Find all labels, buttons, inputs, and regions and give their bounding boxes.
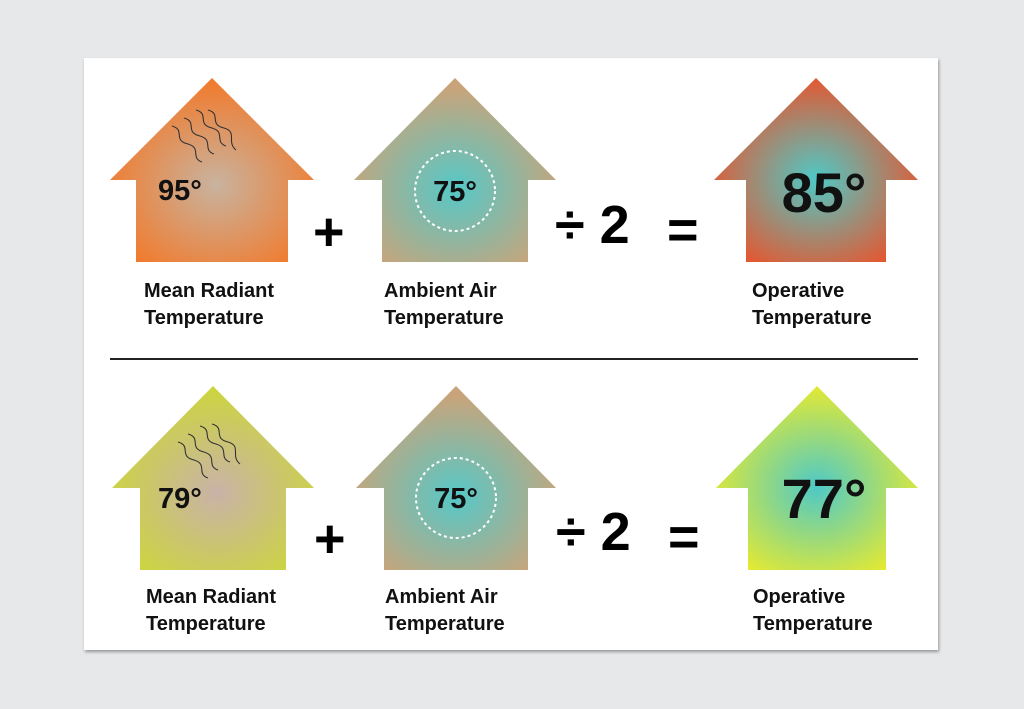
label-line: Temperature <box>752 307 872 329</box>
operative-house: 77° <box>716 386 918 570</box>
mean-radiant-label: Mean Radiant Temperature <box>146 584 276 638</box>
mean-radiant-value: 79° <box>158 483 202 515</box>
air-circle-icon <box>415 457 497 539</box>
equals-operator: = <box>667 200 699 260</box>
heat-wave-icon <box>171 109 237 163</box>
equals-operator: = <box>668 507 700 567</box>
plus-operator: + <box>314 509 346 569</box>
label-line: Ambient Air <box>384 280 497 302</box>
operative-label: Operative Temperature <box>752 278 872 332</box>
label-line: Mean Radiant <box>144 280 275 302</box>
air-circle-icon <box>414 150 496 232</box>
ambient-air-label: Ambient Air Temperature <box>385 584 505 638</box>
label-line: Temperature <box>385 613 505 635</box>
mean-radiant-label: Mean Radiant Temperature <box>144 278 274 332</box>
ambient-air-house: 75° <box>356 386 556 570</box>
label-line: Temperature <box>144 307 264 329</box>
ambient-air-label: Ambient Air Temperature <box>384 278 504 332</box>
row-divider <box>110 358 918 360</box>
mean-radiant-house: 95° <box>110 78 314 262</box>
heat-wave-icon <box>177 423 241 479</box>
ambient-air-value: 75° <box>434 483 478 515</box>
label-line: Temperature <box>146 613 266 635</box>
label-line: Mean Radiant <box>146 586 277 608</box>
label-line: Temperature <box>753 613 873 635</box>
mean-radiant-value: 95° <box>158 175 202 207</box>
operative-label: Operative Temperature <box>753 584 873 638</box>
operative-house: 85° <box>714 78 918 262</box>
ambient-air-value: 75° <box>433 176 477 208</box>
operative-value: 85° <box>782 161 867 224</box>
label-line: Operative <box>752 280 845 302</box>
operative-value: 77° <box>782 467 867 530</box>
mean-radiant-house: 79° <box>112 386 314 570</box>
divide-by-two-operator: ÷ 2 <box>555 195 630 255</box>
divide-by-two-operator: ÷ 2 <box>556 502 631 562</box>
label-line: Temperature <box>384 307 504 329</box>
label-line: Ambient Air <box>385 586 498 608</box>
plus-operator: + <box>313 202 345 262</box>
label-line: Operative <box>753 586 846 608</box>
ambient-air-house: 75° <box>354 78 556 262</box>
